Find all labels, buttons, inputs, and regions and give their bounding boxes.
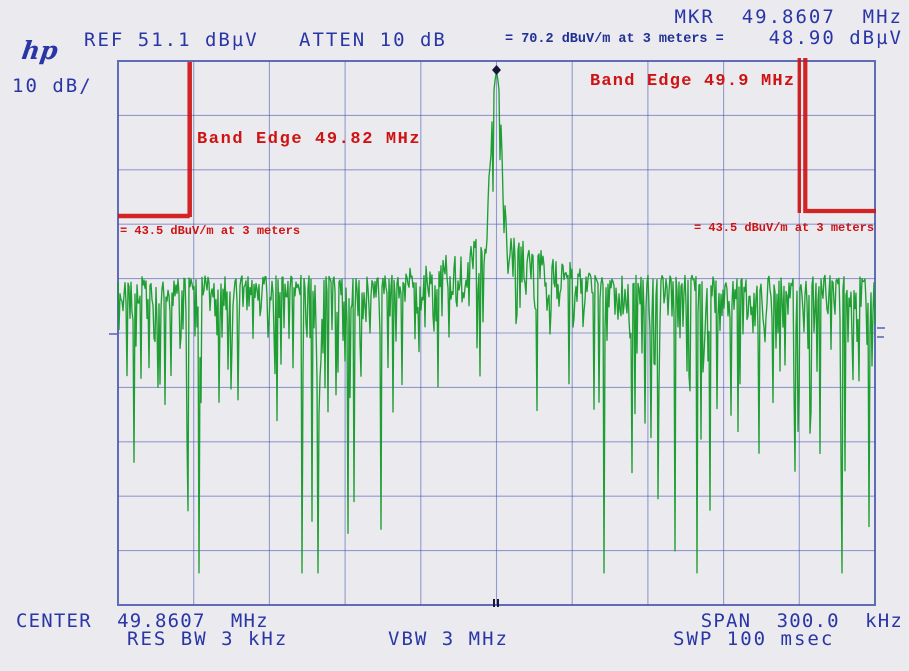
swp-label: SWP 100 msec: [673, 628, 835, 650]
marker-amplitude-value: 48.90 dBµV: [768, 27, 903, 49]
vbw-label: VBW 3 MHz: [388, 628, 509, 650]
band-edge-right-limit-line: [803, 58, 876, 214]
graticule-border: [117, 60, 876, 606]
band-edge-left-label: Band Edge 49.82 MHz: [197, 130, 422, 149]
band-edge-right-label: Band Edge 49.9 MHz: [590, 72, 796, 91]
res-bw-label: RES BW 3 kHz: [127, 628, 289, 650]
marker-field-annotation: = 70.2 dBuV/m at 3 meters =: [505, 32, 724, 47]
marker-diamond-icon: [492, 64, 501, 75]
hp-logo: hp: [19, 36, 60, 65]
center-freq-tick: [493, 599, 499, 607]
ref-level-label: REF 51.1 dBµV: [84, 29, 259, 51]
span-label: SPAN 300.0 kHz: [700, 610, 903, 632]
marker-readout: MKR 49.8607 MHz: [674, 6, 903, 28]
band-edge-left-limit-line: [118, 62, 192, 219]
band-edge-left-limit: = 43.5 dBuV/m at 3 meters: [120, 224, 301, 238]
scale-label: 10 dB/: [12, 75, 93, 97]
atten-label: ATTEN 10 dB: [299, 29, 447, 51]
center-freq-label: CENTER 49.8607 MHz: [16, 610, 269, 632]
band-edge-right-limit: = 43.5 dBuV/m at 3 meters: [694, 221, 875, 235]
